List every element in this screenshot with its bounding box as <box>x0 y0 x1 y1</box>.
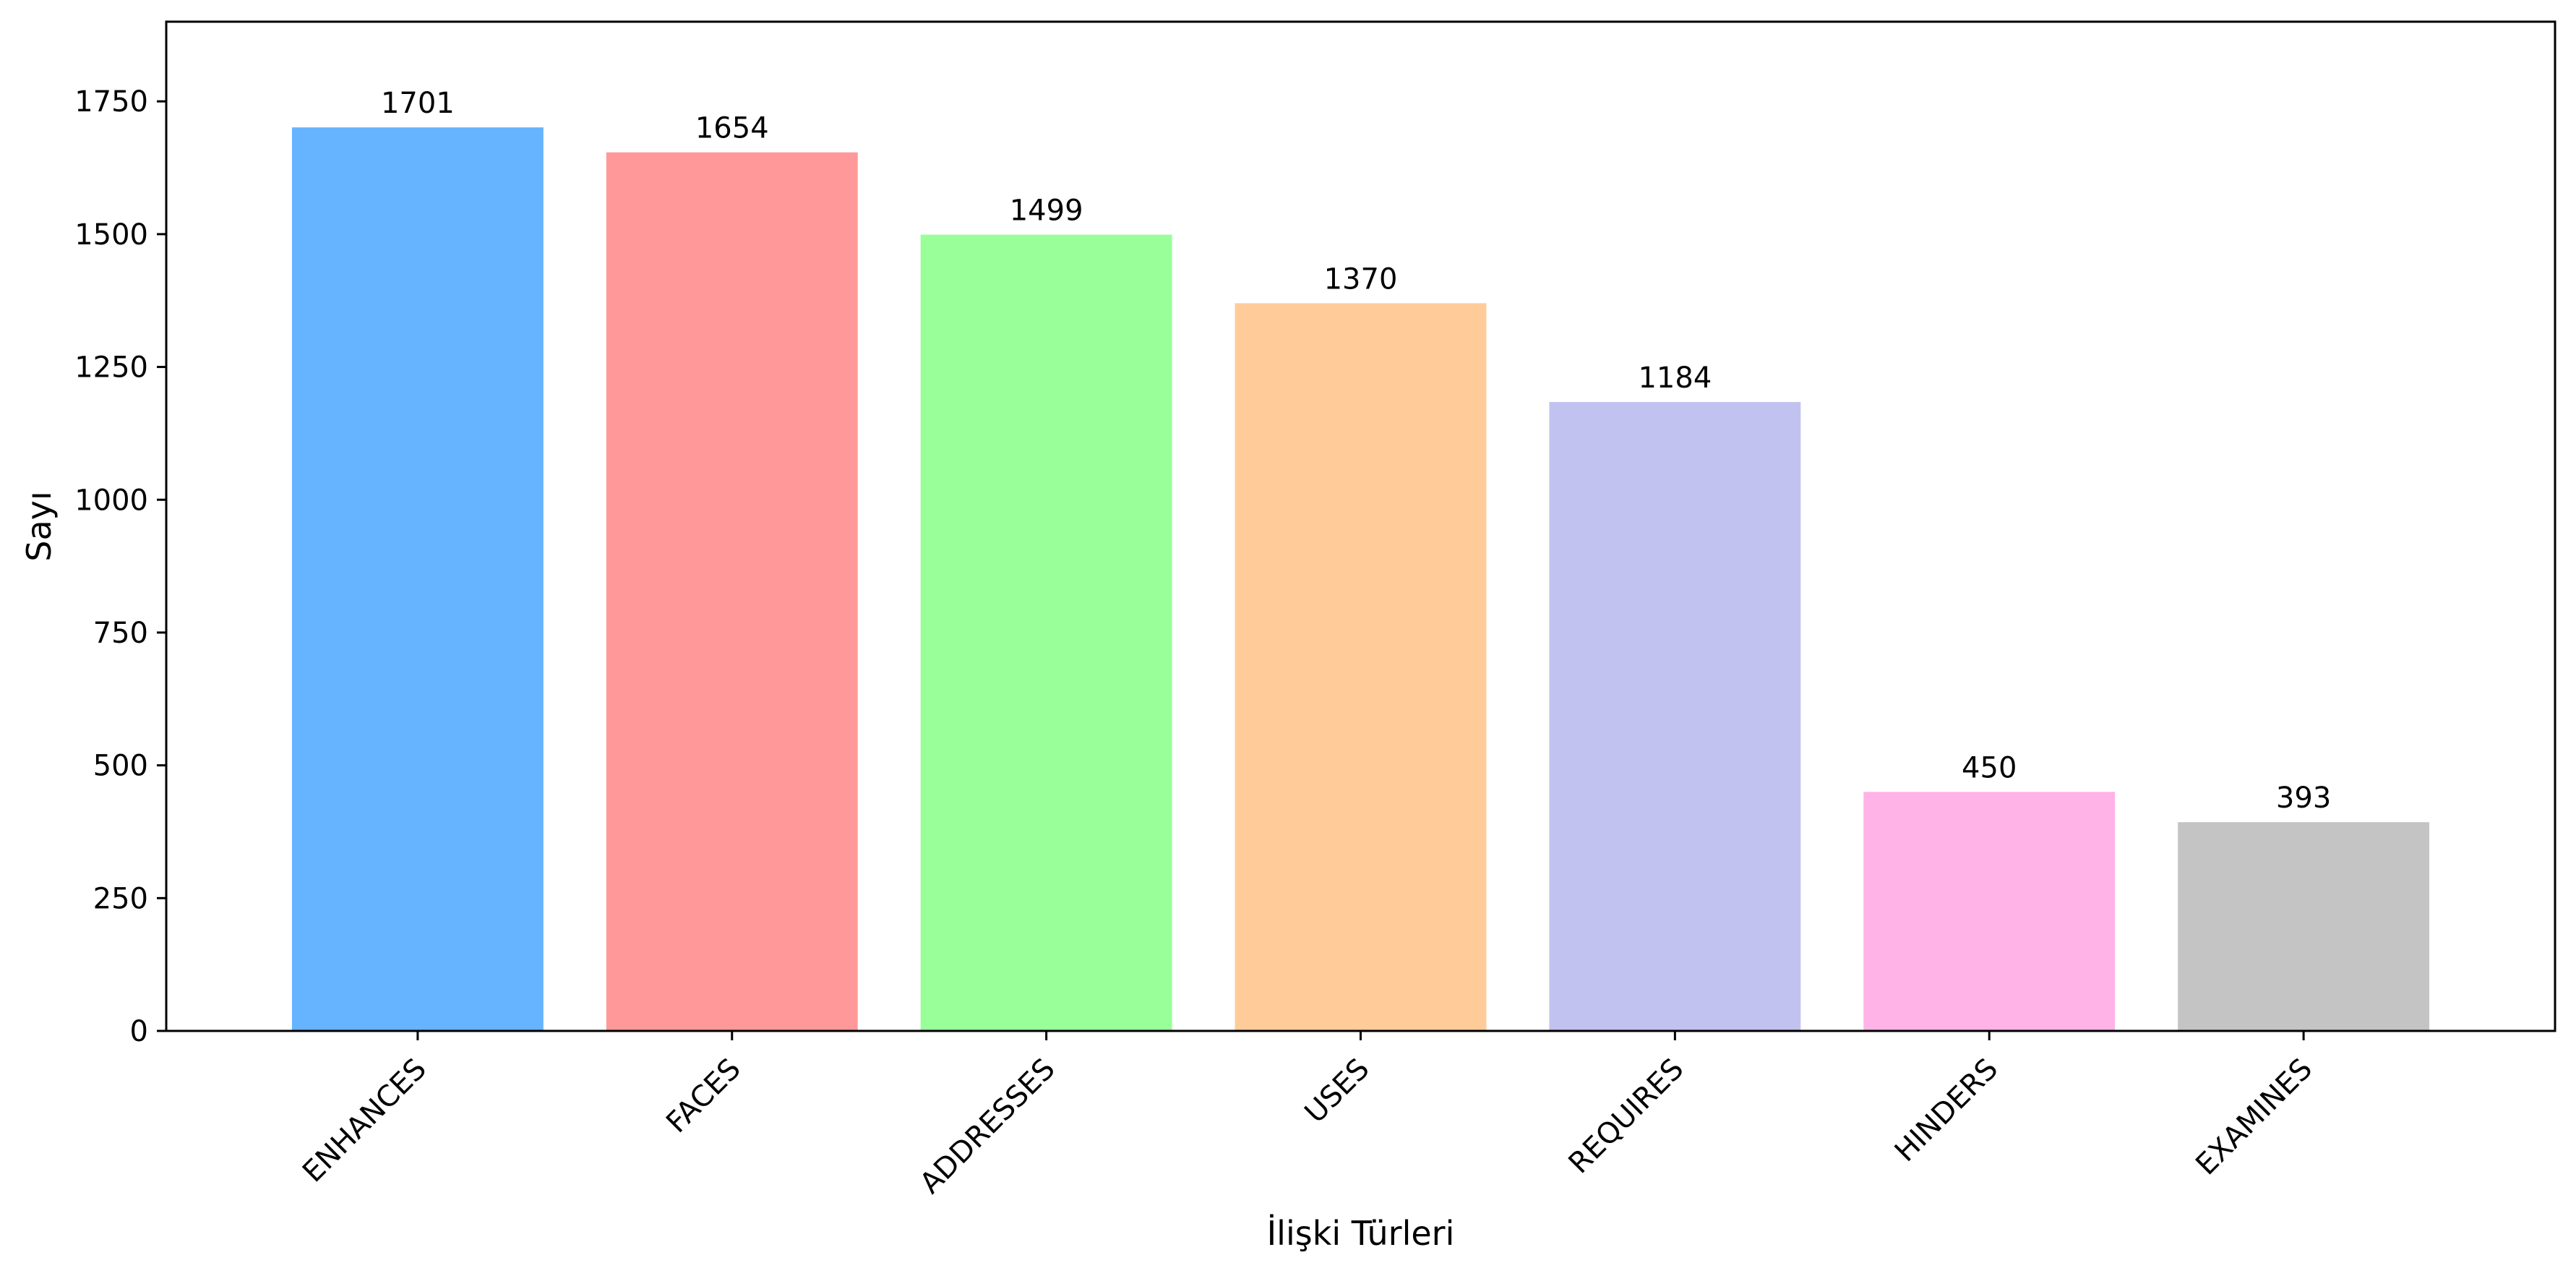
bars-group <box>291 127 2430 1032</box>
y-axis-label: Sayı <box>20 491 59 561</box>
bar-enhances <box>291 127 544 1031</box>
y-tick-label: 500 <box>93 750 148 783</box>
bar-value-labels: 1701 1654 1499 1370 1184 450 393 <box>381 87 2331 815</box>
y-tick-label: 250 <box>93 882 148 915</box>
y-tick-label: 1500 <box>74 218 148 252</box>
y-tick-label: 0 <box>130 1015 148 1048</box>
bar-examines <box>2178 822 2430 1031</box>
bar-value-label: 450 <box>1962 751 2017 784</box>
x-tick-label: FACES <box>660 1053 747 1140</box>
x-tick-label: EXAMINES <box>2189 1053 2319 1182</box>
bar-faces <box>606 152 858 1032</box>
bar-requires <box>1549 402 1801 1031</box>
bar-value-label: 1370 <box>1324 262 1398 296</box>
x-tick-label: ADDRESSES <box>914 1053 1062 1201</box>
y-tick-label: 1750 <box>74 85 148 119</box>
y-tick-label: 1000 <box>74 484 148 517</box>
bar-uses <box>1235 303 1487 1031</box>
x-tick-label: REQUIRES <box>1563 1053 1691 1181</box>
y-axis-ticks: 0 250 500 750 1000 1250 1500 1750 <box>74 85 166 1048</box>
bar-value-label: 1184 <box>1638 361 1712 395</box>
x-tick-label: ENHANCES <box>296 1053 433 1189</box>
y-tick-label: 1250 <box>74 351 148 385</box>
bar-value-label: 393 <box>2276 782 2331 815</box>
x-axis-label: İlişki Türleri <box>1267 1214 1455 1253</box>
bar-value-label: 1499 <box>1010 194 1083 228</box>
x-tick-label: USES <box>1299 1053 1376 1130</box>
bar-addresses <box>920 234 1172 1031</box>
bar-value-label: 1701 <box>381 87 455 120</box>
x-tick-label: HINDERS <box>1889 1053 2005 1169</box>
bar-value-label: 1654 <box>695 112 769 145</box>
bar-hinders <box>1863 792 2116 1031</box>
x-axis-ticks: ENHANCES FACES ADDRESSES USES REQUIRES HINDER… <box>296 1031 2319 1200</box>
y-tick-label: 750 <box>93 617 148 650</box>
